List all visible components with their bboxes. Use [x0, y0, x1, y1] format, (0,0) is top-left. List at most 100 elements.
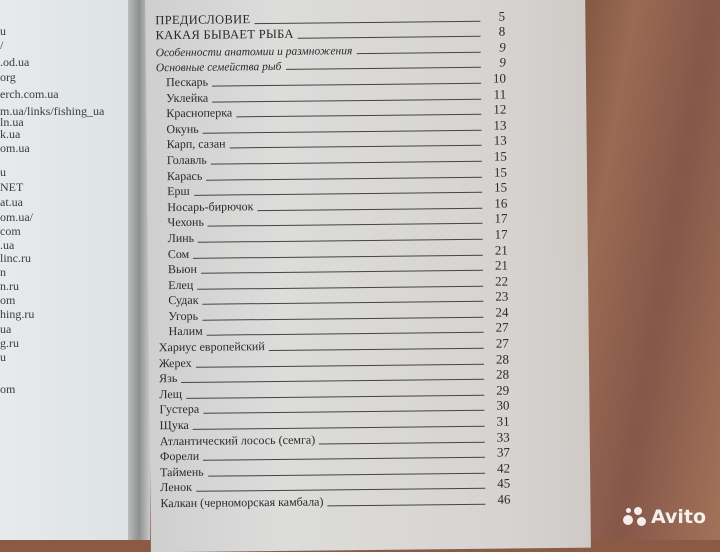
toc-entry-title: Уклейка — [166, 90, 209, 105]
toc-entry-title: Налим — [168, 324, 203, 339]
left-page-line: u — [0, 24, 6, 38]
toc-entry-title: Елец — [168, 277, 194, 292]
toc-page-number: 42 — [497, 460, 511, 476]
toc-entry-title: Основные семейства рыб — [155, 61, 282, 75]
toc-leader-line — [202, 301, 484, 306]
toc-entry-title: Сом — [167, 246, 190, 261]
toc-entry-title: Язь — [159, 371, 178, 386]
left-page-line: .od.ua — [0, 55, 30, 69]
toc-page-number: 8 — [498, 23, 506, 39]
toc-leader-line — [202, 129, 482, 134]
toc-leader-line — [203, 457, 485, 461]
toc-page-number: 45 — [497, 475, 511, 492]
toc-page-number: 5 — [498, 8, 506, 24]
toc-page-number: 23 — [495, 288, 509, 304]
toc-page-number: 24 — [495, 304, 509, 320]
toc-entry-title: Таймень — [160, 464, 204, 480]
toc-leader-line — [197, 285, 484, 290]
toc-leader-line — [257, 207, 483, 211]
toc-page-number: 10 — [492, 70, 507, 86]
toc-leader-line — [202, 316, 484, 321]
toc-page-number: 17 — [494, 210, 508, 226]
toc-entry: Калкан (черноморская камбала) 46 — [160, 492, 510, 511]
toc-leader-line — [195, 363, 484, 368]
toc-entry-title: Особенности анатомии и размножения — [155, 44, 353, 59]
toc-entry-title: Угорь — [168, 308, 199, 323]
left-page-line: n — [0, 265, 6, 279]
toc-entry-title: Ерш — [167, 183, 190, 199]
left-page-line: at.ua — [0, 195, 23, 209]
toc-entry-title: Хариус европейский — [158, 339, 265, 355]
toc-entry-title: Карп, сазан — [166, 136, 226, 152]
toc-entry-title: Носарь-бирючок — [167, 198, 254, 214]
toc-entry-title: Чехонь — [167, 215, 204, 230]
left-page-line: om.ua — [0, 141, 30, 155]
left-page-line: / — [0, 38, 4, 52]
left-page-line: m.ua/links/fishing_ua — [0, 104, 105, 118]
left-page-line: om — [0, 293, 16, 307]
toc-page-number: 17 — [494, 226, 508, 242]
toc-page-number: 29 — [496, 382, 510, 398]
toc-entry-title: Линь — [167, 230, 195, 246]
toc-page-number: 15 — [493, 148, 507, 164]
left-page-line: org — [0, 70, 16, 84]
toc-page-number: 15 — [494, 179, 508, 195]
toc-leader-line — [327, 503, 486, 507]
avito-text: Avito — [650, 506, 706, 528]
toc-page-number: 9 — [499, 39, 506, 55]
toc-page-number: 22 — [495, 273, 509, 289]
toc-entry-title: Красноперка — [166, 105, 233, 121]
toc-entry-title: Вьюн — [167, 261, 197, 277]
toc-page-number: 9 — [499, 54, 506, 70]
left-page-line: u — [0, 350, 6, 364]
toc-page-number: 15 — [493, 164, 508, 180]
toc-entry-title: Лещ — [159, 386, 182, 402]
right-page-table-of-contents: ПРЕДИСЛОВИЕ 5 КАКАЯ БЫВАЕТ РЫБА 8 Особенност… — [145, 0, 591, 552]
left-page: u / .od.ua org erch.com.ua m.ua/links/fishing… — [0, 0, 138, 540]
toc-leader-line — [236, 113, 482, 118]
left-page-line: erch.com.ua — [0, 87, 59, 101]
toc-leader-line — [212, 98, 482, 103]
toc-page-number: 13 — [493, 132, 507, 149]
toc-list: ПРЕДИСЛОВИЕ 5 КАКАЯ БЫВАЕТ РЫБА 8 Особенност… — [155, 8, 511, 512]
toc-leader-line — [192, 425, 485, 430]
toc-entry-title: Густера — [159, 402, 200, 417]
avito-watermark: Avito — [622, 506, 706, 528]
left-page-line: ua — [0, 322, 12, 336]
left-page-line: linc.ru — [0, 251, 31, 265]
toc-entry-title: Пескарь — [165, 74, 209, 90]
toc-page-number: 13 — [493, 117, 507, 133]
toc-page-number: 21 — [494, 257, 509, 273]
toc-page-number: 46 — [497, 491, 511, 507]
left-page-line: NET — [0, 180, 24, 194]
left-page-line: ln.ua — [0, 115, 24, 129]
toc-leader-line — [297, 35, 481, 39]
toc-page-number: 12 — [493, 101, 507, 117]
toc-leader-line — [268, 347, 484, 352]
toc-entry-title: КАКАЯ БЫВАЕТ РЫБА — [155, 26, 294, 43]
left-page-line: g.ru — [0, 336, 19, 350]
toc-leader-line — [198, 238, 483, 243]
toc-leader-line — [319, 441, 485, 445]
toc-leader-line — [206, 176, 483, 181]
left-page-line: om — [0, 382, 16, 396]
toc-entry-title: ПРЕДИСЛОВИЕ — [155, 11, 251, 27]
toc-leader-line — [210, 160, 482, 165]
left-page-line: u — [0, 165, 6, 179]
toc-entry-title: Судак — [168, 293, 199, 308]
toc-leader-line — [285, 67, 481, 71]
toc-page-number: 33 — [496, 429, 510, 445]
left-page-line: om.ua/ — [0, 210, 33, 224]
toc-leader-line — [207, 223, 483, 227]
left-page-line: hing.ru — [0, 307, 35, 321]
left-page-line: .ua — [0, 238, 15, 252]
toc-leader-line — [254, 20, 481, 24]
toc-page-number: 27 — [495, 335, 509, 351]
toc-page-number: 31 — [496, 413, 510, 429]
toc-entry-title: Жерех — [158, 355, 192, 370]
left-page-line: k.ua — [0, 127, 21, 141]
toc-entry-title: Калкан (черноморская камбала) — [160, 494, 324, 511]
left-page-line: com — [0, 224, 21, 238]
avito-logo-icon — [622, 506, 647, 528]
toc-entry-title: Карась — [166, 168, 203, 183]
